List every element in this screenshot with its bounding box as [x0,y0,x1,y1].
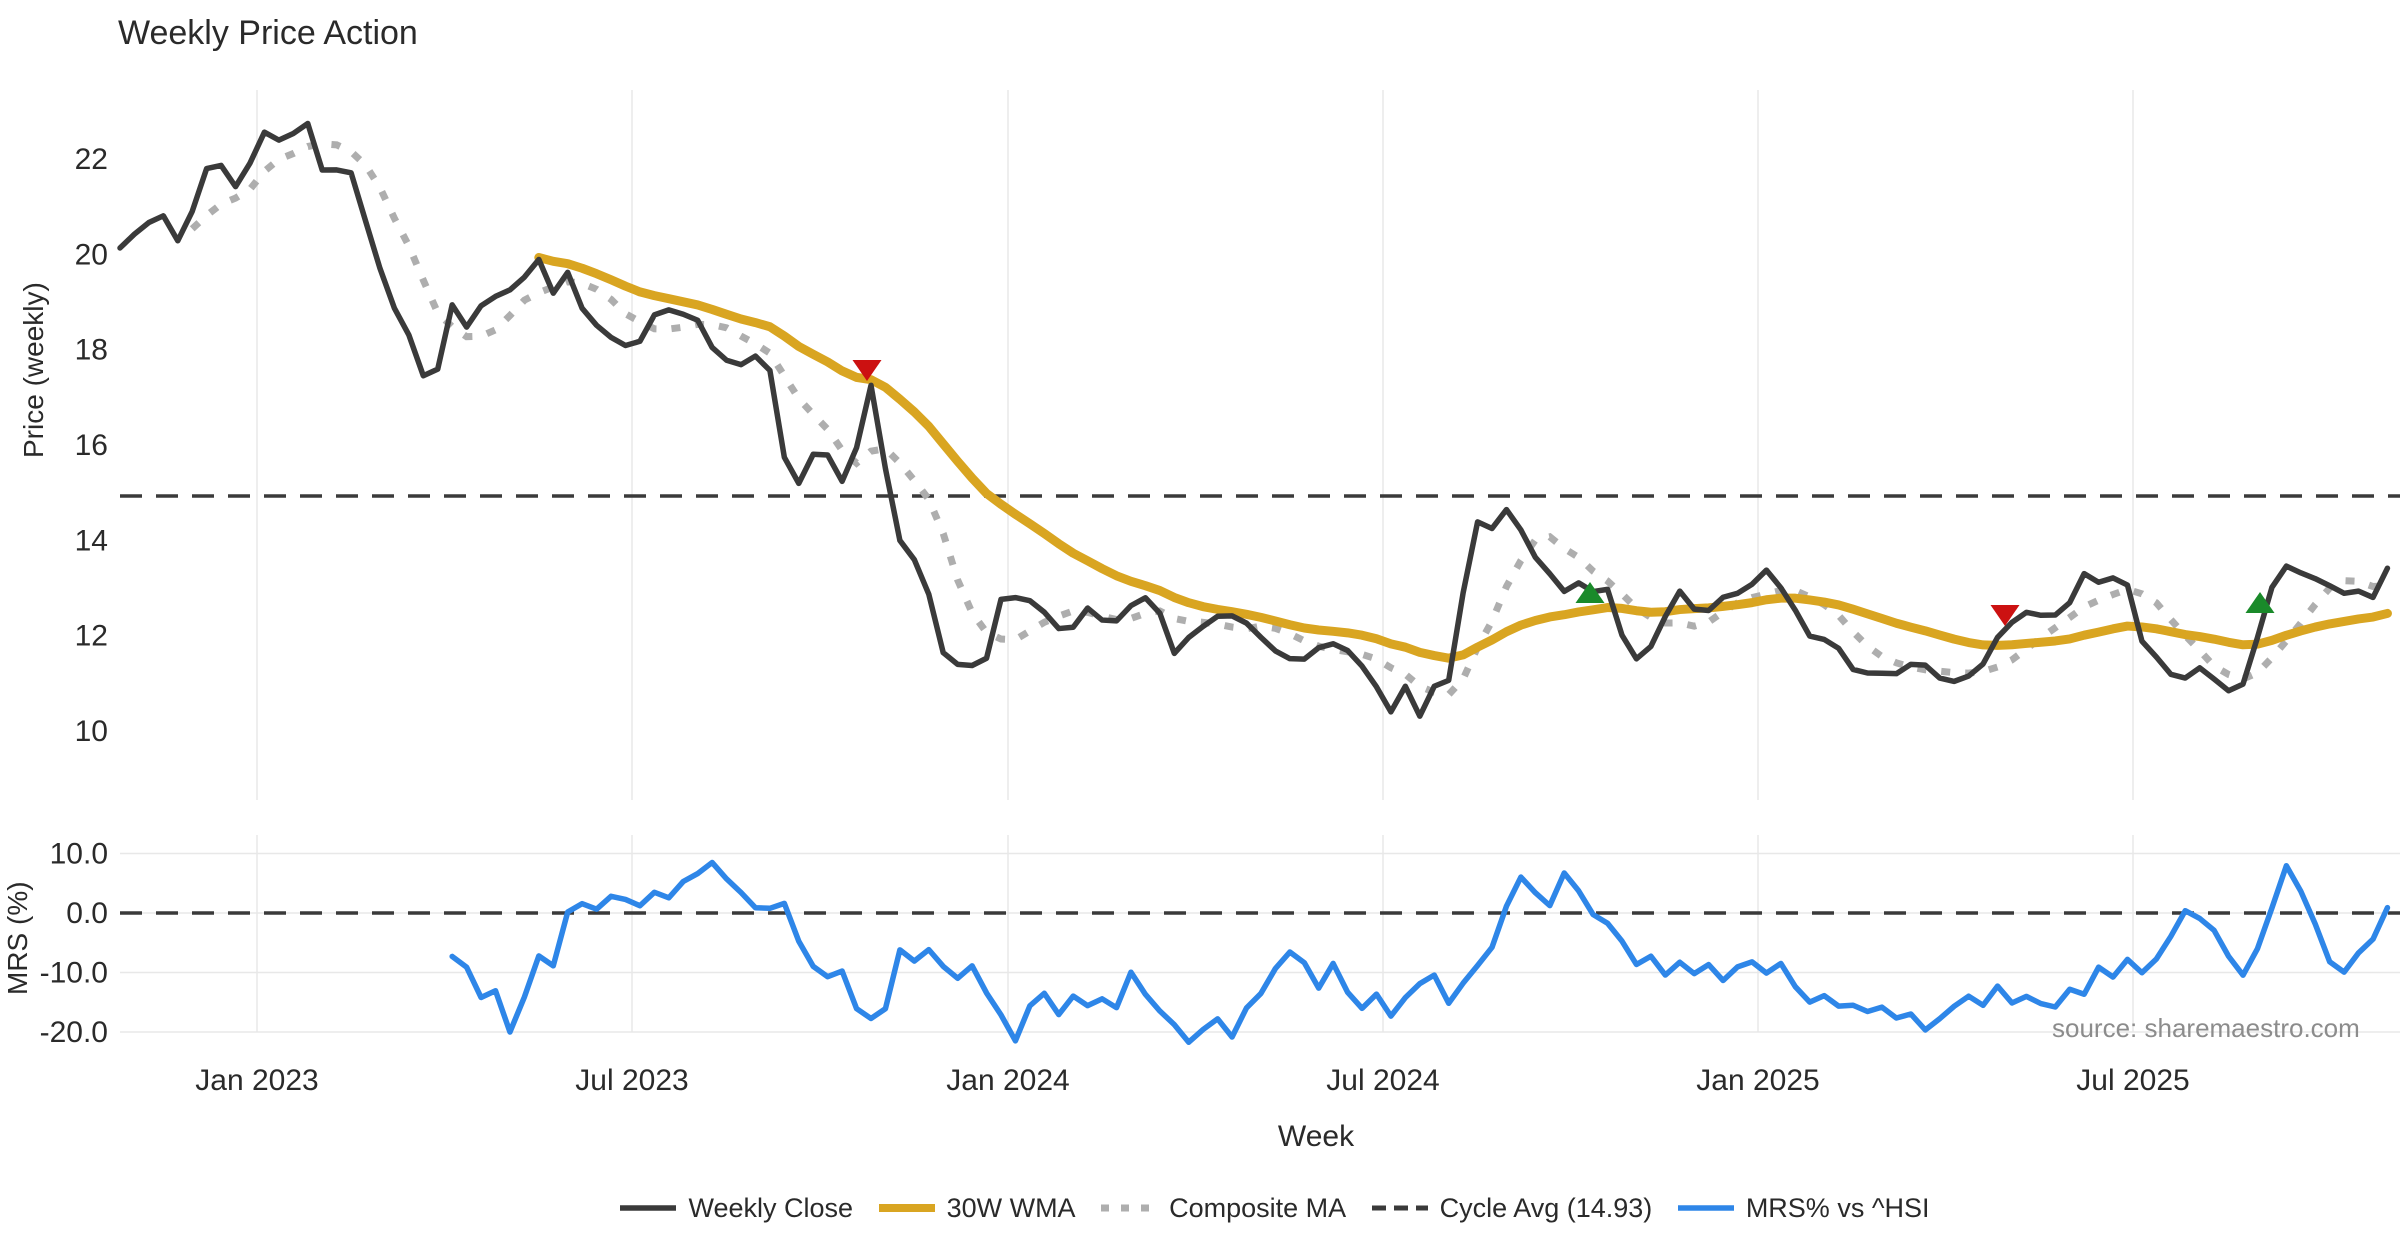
svg-text:20: 20 [75,238,108,271]
svg-text:Jan 2025: Jan 2025 [1696,1064,1819,1097]
svg-text:Jul 2023: Jul 2023 [575,1064,688,1097]
svg-text:10: 10 [75,715,108,748]
svg-text:16: 16 [75,429,108,462]
svg-text:Jan 2023: Jan 2023 [195,1064,318,1097]
svg-text:-20.0: -20.0 [40,1016,108,1049]
svg-text:Jul 2024: Jul 2024 [1326,1064,1439,1097]
svg-text:-10.0: -10.0 [40,957,108,990]
svg-text:0.0: 0.0 [66,897,108,930]
svg-text:Jul 2025: Jul 2025 [2076,1064,2189,1097]
svg-text:14: 14 [75,524,108,557]
svg-text:22: 22 [75,143,108,176]
svg-text:18: 18 [75,334,108,367]
svg-text:12: 12 [75,620,108,653]
svg-text:10.0: 10.0 [50,838,108,871]
svg-text:Jan 2024: Jan 2024 [946,1064,1069,1097]
